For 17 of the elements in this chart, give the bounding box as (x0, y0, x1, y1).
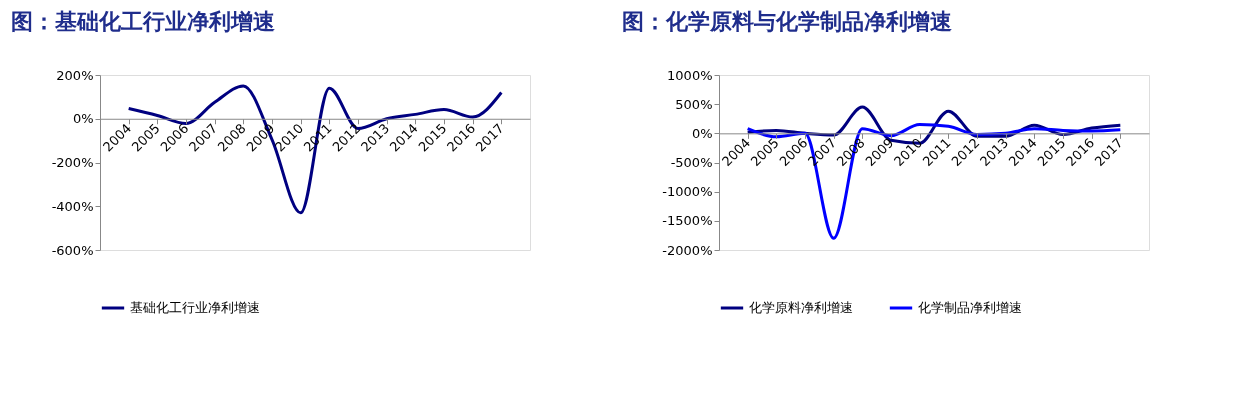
y-tick-label: -1500% (662, 213, 713, 229)
y-tick-label: -1000% (662, 184, 713, 200)
legend-label: 基础化工行业净利增速 (130, 300, 260, 315)
chart-title: 图：化学原料与化学制品净利增速 (621, 9, 952, 34)
y-tick-label: -600% (51, 242, 94, 258)
y-tick-label: 0% (72, 111, 94, 127)
y-tick-label: 1000% (667, 67, 713, 83)
y-tick-label: 0% (691, 125, 713, 141)
legend-label: 化学制品净利增速 (918, 300, 1022, 315)
y-tick-label: 200% (56, 67, 94, 83)
y-tick-label: -2000% (662, 242, 713, 258)
y-tick-label: -200% (51, 155, 94, 170)
legend-label: 化学原料净利增速 (749, 300, 853, 315)
chart-title: 图：基础化工行业净利增速 (11, 9, 276, 34)
y-tick-label: -400% (51, 198, 94, 214)
y-tick-label: -500% (670, 155, 713, 170)
y-tick-label: 500% (675, 96, 713, 112)
